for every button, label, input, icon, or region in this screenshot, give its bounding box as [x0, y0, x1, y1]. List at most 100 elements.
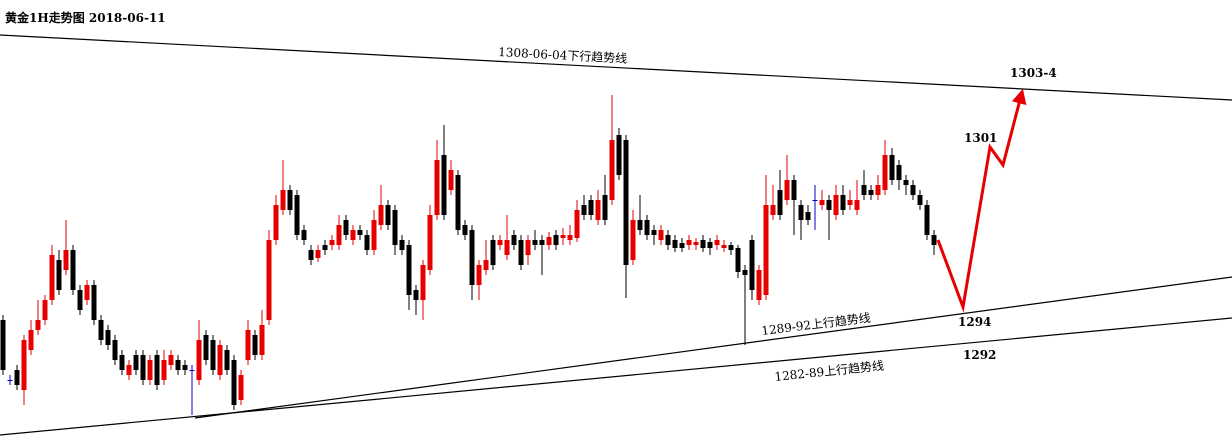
candle-body: [392, 210, 398, 245]
candle-body: [784, 180, 790, 200]
trendlines: [0, 34, 1232, 436]
candle-body: [903, 180, 909, 185]
candle-body: [112, 340, 118, 360]
annotation: 1303-4: [1010, 66, 1057, 80]
candle-body: [259, 325, 265, 355]
candle-body: [182, 365, 188, 370]
candle-body: [469, 230, 475, 285]
candle-body: [833, 195, 839, 215]
candle-body: [525, 240, 531, 255]
candle-body: [133, 355, 139, 370]
candle-body: [350, 230, 356, 240]
candle-body: [56, 260, 62, 290]
candles: [0, 95, 937, 415]
candle-body: [714, 240, 720, 245]
candle-body: [210, 340, 216, 370]
candle-body: [238, 375, 244, 400]
candle-body: [28, 330, 34, 350]
candle-body: [49, 255, 55, 300]
candle-body: [378, 205, 384, 225]
candle-body: [119, 355, 125, 370]
candle-body: [637, 220, 643, 230]
candle-body: [567, 235, 573, 240]
candle-body: [861, 185, 867, 195]
candle-body: [322, 245, 328, 250]
candle-body: [868, 190, 874, 195]
candle-body: [427, 215, 433, 270]
candle-body: [98, 320, 104, 340]
annotation: 1282-89上行趋势线: [774, 359, 885, 384]
candle-body: [448, 170, 454, 190]
candle-body: [595, 200, 601, 220]
candle-body: [175, 360, 181, 370]
candle-body: [154, 355, 160, 385]
candle-body: [413, 290, 419, 300]
candle-body: [84, 285, 90, 300]
uptrend-line-upper: [194, 276, 1232, 419]
candle-body: [819, 200, 825, 205]
candle-body: [462, 225, 468, 235]
candle-body: [553, 235, 559, 245]
candle-body: [518, 240, 524, 265]
candle-body: [0, 320, 6, 370]
candle-body: [770, 205, 776, 215]
candle-body: [672, 240, 678, 248]
annotation: 1292: [963, 348, 996, 362]
candle-body: [616, 135, 622, 175]
candle-body: [455, 175, 461, 230]
candle-body: [917, 195, 923, 205]
candle-body: [630, 220, 636, 260]
candle-body: [854, 200, 860, 210]
candle-body: [224, 350, 230, 370]
candle-body: [14, 370, 20, 385]
candle-body: [882, 155, 888, 190]
annotation: 1308-06-04下行趋势线: [498, 45, 628, 66]
candle-body: [399, 240, 405, 250]
candle-body: [308, 250, 314, 260]
candle-body: [896, 165, 902, 180]
candle-body: [805, 212, 811, 220]
candle-body: [273, 205, 279, 240]
candle-body: [315, 250, 321, 258]
candle-body: [231, 360, 237, 405]
candle-body: [889, 155, 895, 180]
candle-body: [707, 242, 713, 248]
candle-body: [777, 190, 783, 215]
candle-body: [252, 335, 258, 355]
candle-body: [35, 320, 41, 330]
candle-body: [581, 205, 587, 215]
chart-title: 黄金1H走势图 2018-06-11: [5, 10, 166, 25]
candle-body: [721, 245, 727, 248]
candle-body: [441, 155, 447, 215]
candle-body: [798, 205, 804, 220]
candle-body: [301, 230, 307, 240]
candle-body: [497, 240, 503, 245]
candle-body: [7, 380, 13, 381]
candle-body: [840, 195, 846, 210]
candle-body: [742, 270, 748, 275]
candle-body: [560, 235, 566, 238]
uptrend-line-lower: [0, 317, 1232, 436]
candle-body: [532, 240, 538, 245]
candle-body: [644, 220, 650, 235]
candle-body: [476, 265, 482, 285]
candle-body: [812, 200, 818, 201]
candle-body: [847, 200, 853, 205]
candle-body: [756, 270, 762, 300]
candle-body: [343, 220, 349, 235]
candle-body: [364, 235, 370, 250]
candle-body: [371, 220, 377, 250]
candle-body: [329, 240, 335, 245]
candle-body: [483, 260, 489, 270]
candle-body: [791, 180, 797, 200]
candle-body: [21, 340, 27, 390]
candle-body: [189, 370, 195, 371]
candle-body: [749, 240, 755, 290]
candle-body: [126, 365, 132, 375]
annotation: 1294: [958, 315, 991, 329]
candle-body: [511, 235, 517, 245]
candle-body: [574, 210, 580, 238]
candle-body: [245, 330, 251, 360]
candle-body: [504, 240, 510, 255]
